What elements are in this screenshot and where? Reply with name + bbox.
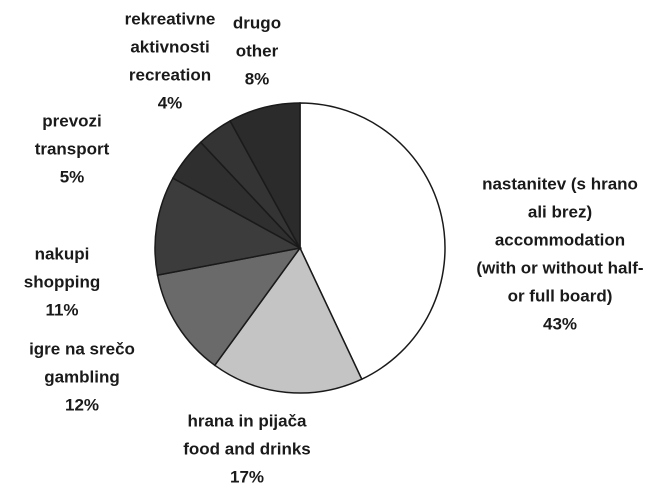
- slice-label: nastanitev (s hrano: [482, 174, 638, 193]
- slice-label: ali brez): [528, 202, 592, 221]
- slice-label: (with or without half-: [476, 258, 643, 277]
- slice-label: hrana in pijača: [187, 411, 307, 430]
- slice-label: aktivnosti: [130, 37, 209, 56]
- slice-label: or full board): [508, 286, 613, 305]
- slice-label: shopping: [24, 272, 100, 291]
- slice-label: rekreativne: [125, 9, 216, 28]
- value-label: 17%: [230, 467, 264, 486]
- slice-label: transport: [35, 139, 110, 158]
- slice-label: prevozi: [42, 111, 102, 130]
- value-label: 11%: [45, 300, 78, 319]
- slice-label: other: [236, 41, 279, 60]
- pie-slice: [229, 102, 301, 249]
- slice-label: drugo: [233, 13, 281, 32]
- value-label: 8%: [245, 69, 270, 88]
- pie-slice: [299, 102, 446, 381]
- pie-slice: [156, 246, 302, 367]
- slice-label: igre na srečo: [29, 339, 135, 358]
- slice-label: nakupi: [35, 244, 90, 263]
- slice-label: gambling: [44, 367, 120, 386]
- value-label: 12%: [65, 395, 99, 414]
- value-label: 43%: [543, 314, 577, 333]
- value-label: 5%: [60, 167, 85, 186]
- slice-label: recreation: [129, 65, 211, 84]
- slice-label: accommodation: [495, 230, 625, 249]
- pie-slice: [154, 177, 303, 277]
- value-label: 4%: [158, 93, 183, 112]
- slice-label: food and drinks: [183, 439, 311, 458]
- pie-slice: [213, 246, 363, 394]
